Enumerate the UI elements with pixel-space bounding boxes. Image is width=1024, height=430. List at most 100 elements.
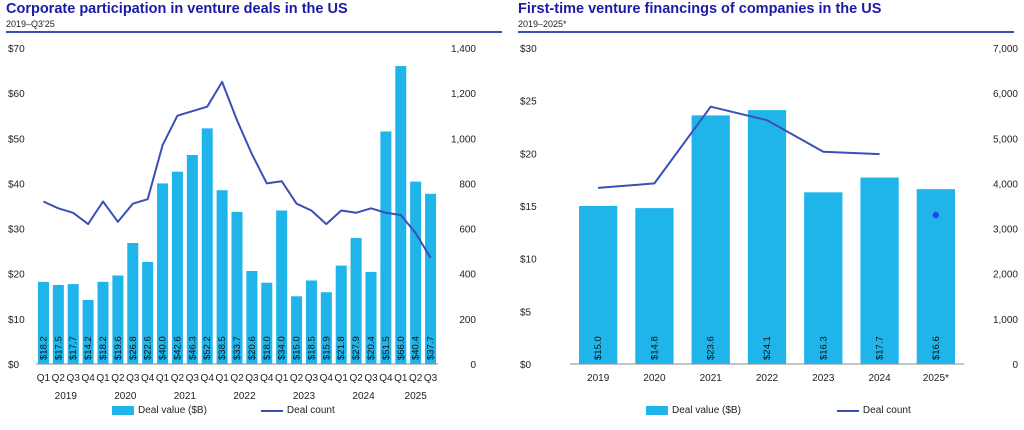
x-axis-tick-label: Q1 xyxy=(215,373,229,384)
bar xyxy=(231,211,243,364)
x-axis-tick-label: Q1 xyxy=(394,373,408,384)
bar xyxy=(186,154,198,364)
chart-title: Corporate participation in venture deals… xyxy=(6,1,348,17)
bar xyxy=(127,243,139,364)
bar xyxy=(335,265,347,364)
bar-data-label: $17.7 xyxy=(875,336,886,360)
y-axis-tick-label: $25 xyxy=(520,97,537,108)
y2-axis-tick-label: 2,000 xyxy=(993,270,1018,281)
bar xyxy=(216,190,228,364)
deal-count-line xyxy=(598,105,880,189)
y-axis-tick-label: $20 xyxy=(8,270,25,281)
bar-data-label: $23.6 xyxy=(706,336,717,360)
bar-data-label: $40.0 xyxy=(158,336,169,360)
y-axis-tick-label: $20 xyxy=(520,149,537,160)
y-axis-tick-label: $30 xyxy=(520,44,537,55)
chart-subtitle: 2019–2025* xyxy=(518,19,567,29)
y2-axis-tick-label: 400 xyxy=(459,270,476,281)
bar xyxy=(261,282,273,364)
x-axis-tick-label: Q1 xyxy=(37,373,51,384)
y-axis-tick-label: $15 xyxy=(520,202,537,213)
y2-axis-tick-label: 800 xyxy=(459,179,476,190)
x-axis-tick-label: Q2 xyxy=(230,373,244,384)
bar-data-label: $16.6 xyxy=(931,336,942,360)
bar xyxy=(37,281,49,364)
bar-data-label: $22.6 xyxy=(143,336,154,360)
y2-axis-tick-label: 1,200 xyxy=(451,89,476,100)
bar xyxy=(320,292,332,364)
legend-line-swatch xyxy=(836,409,859,412)
x-axis-tick-label: Q4 xyxy=(379,373,393,384)
bar xyxy=(425,193,437,364)
bar-data-label: $46.3 xyxy=(187,336,198,360)
x-axis-year-label: 2020 xyxy=(114,391,137,402)
x-axis-tick-label: 2020 xyxy=(643,373,666,384)
bar xyxy=(747,110,787,364)
bar-data-label: $18.0 xyxy=(262,336,273,360)
deal-count-line xyxy=(42,80,432,259)
x-axis-tick-label: Q3 xyxy=(186,373,200,384)
bar-data-label: $38.5 xyxy=(217,336,228,360)
x-axis-tick-label: Q3 xyxy=(424,373,438,384)
bar xyxy=(691,115,730,364)
bar-data-label: $24.1 xyxy=(762,336,773,360)
bar xyxy=(171,171,183,364)
y2-axis-tick-label: 1,400 xyxy=(451,44,476,55)
y-axis-tick-label: $60 xyxy=(8,89,25,100)
x-axis-tick-label: Q2 xyxy=(52,373,66,384)
y2-axis-tick-label: 1,000 xyxy=(993,315,1018,326)
bar xyxy=(157,183,169,364)
bar-data-label: $66.0 xyxy=(396,336,407,360)
title-rule xyxy=(6,31,502,33)
y2-axis-tick-label: 0 xyxy=(470,360,476,371)
bar xyxy=(380,131,392,364)
bar xyxy=(291,296,303,364)
bar-data-label: $15.0 xyxy=(292,336,303,360)
x-axis-tick-label: Q1 xyxy=(156,373,170,384)
x-axis-tick-label: Q4 xyxy=(81,373,95,384)
chart-subtitle: 2019–Q3'25 xyxy=(6,19,55,29)
bar-data-label: $20.4 xyxy=(366,336,377,360)
bar-data-label: $51.5 xyxy=(381,336,392,360)
x-axis-tick-label: Q3 xyxy=(364,373,378,384)
bar xyxy=(276,210,288,364)
legend-bar-swatch xyxy=(646,406,668,415)
bar-data-label: $18.2 xyxy=(98,336,109,360)
legend-bar-swatch xyxy=(112,406,134,415)
x-axis-tick-label: Q2 xyxy=(349,373,363,384)
y-axis-tick-label: $40 xyxy=(8,179,25,190)
chart-legend: Deal value ($B) Deal count xyxy=(646,405,911,416)
bar-data-label: $17.7 xyxy=(68,336,79,360)
y2-axis-tick-label: 3,000 xyxy=(993,225,1018,236)
y2-axis-tick-label: 1,000 xyxy=(451,134,476,145)
legend-label-deal-value: Deal value ($B) xyxy=(672,405,741,416)
title-rule xyxy=(518,31,1014,33)
x-axis-year-label: 2019 xyxy=(55,391,78,402)
y-axis-tick-label: $70 xyxy=(8,44,25,55)
left-chart-panel: Corporate participation in venture deals… xyxy=(6,0,506,430)
bar-data-label: $26.8 xyxy=(128,336,139,360)
y2-axis-tick-label: 200 xyxy=(459,315,476,326)
x-axis-tick-label: Q2 xyxy=(290,373,304,384)
y2-axis-tick-label: 0 xyxy=(1012,360,1018,371)
projected-deal-count-point xyxy=(932,211,940,219)
x-axis-tick-label: Q2 xyxy=(111,373,125,384)
legend-label-deal-count: Deal count xyxy=(862,405,911,416)
chart-legend: Deal value ($B) Deal count xyxy=(112,405,335,416)
bar-data-label: $14.8 xyxy=(649,336,660,360)
bar-data-label: $20.6 xyxy=(247,336,258,360)
bar xyxy=(52,285,64,364)
x-axis-tick-label: 2023 xyxy=(812,373,835,384)
x-axis-tick-label: Q3 xyxy=(67,373,81,384)
y2-axis-tick-label: 4,000 xyxy=(993,179,1018,190)
bar-data-label: $17.5 xyxy=(53,336,64,360)
bar xyxy=(365,271,377,364)
left-chart-plot: $0 $10 $20 $30 $40 $50 $60 $70 0 200 400 600 800 1,00… xyxy=(8,44,476,402)
bar-data-label: $42.6 xyxy=(172,336,183,360)
bar-data-label: $18.5 xyxy=(306,336,317,360)
right-chart-plot: $0 $5 $10 $15 $20 $25 $30 0 1,000 2,000 3,000 4,000… xyxy=(520,44,1018,384)
x-axis-year-label: 2024 xyxy=(352,391,375,402)
bar-data-label: $52.2 xyxy=(202,336,213,360)
x-axis-year-label: 2025 xyxy=(405,391,428,402)
bar xyxy=(635,208,674,364)
